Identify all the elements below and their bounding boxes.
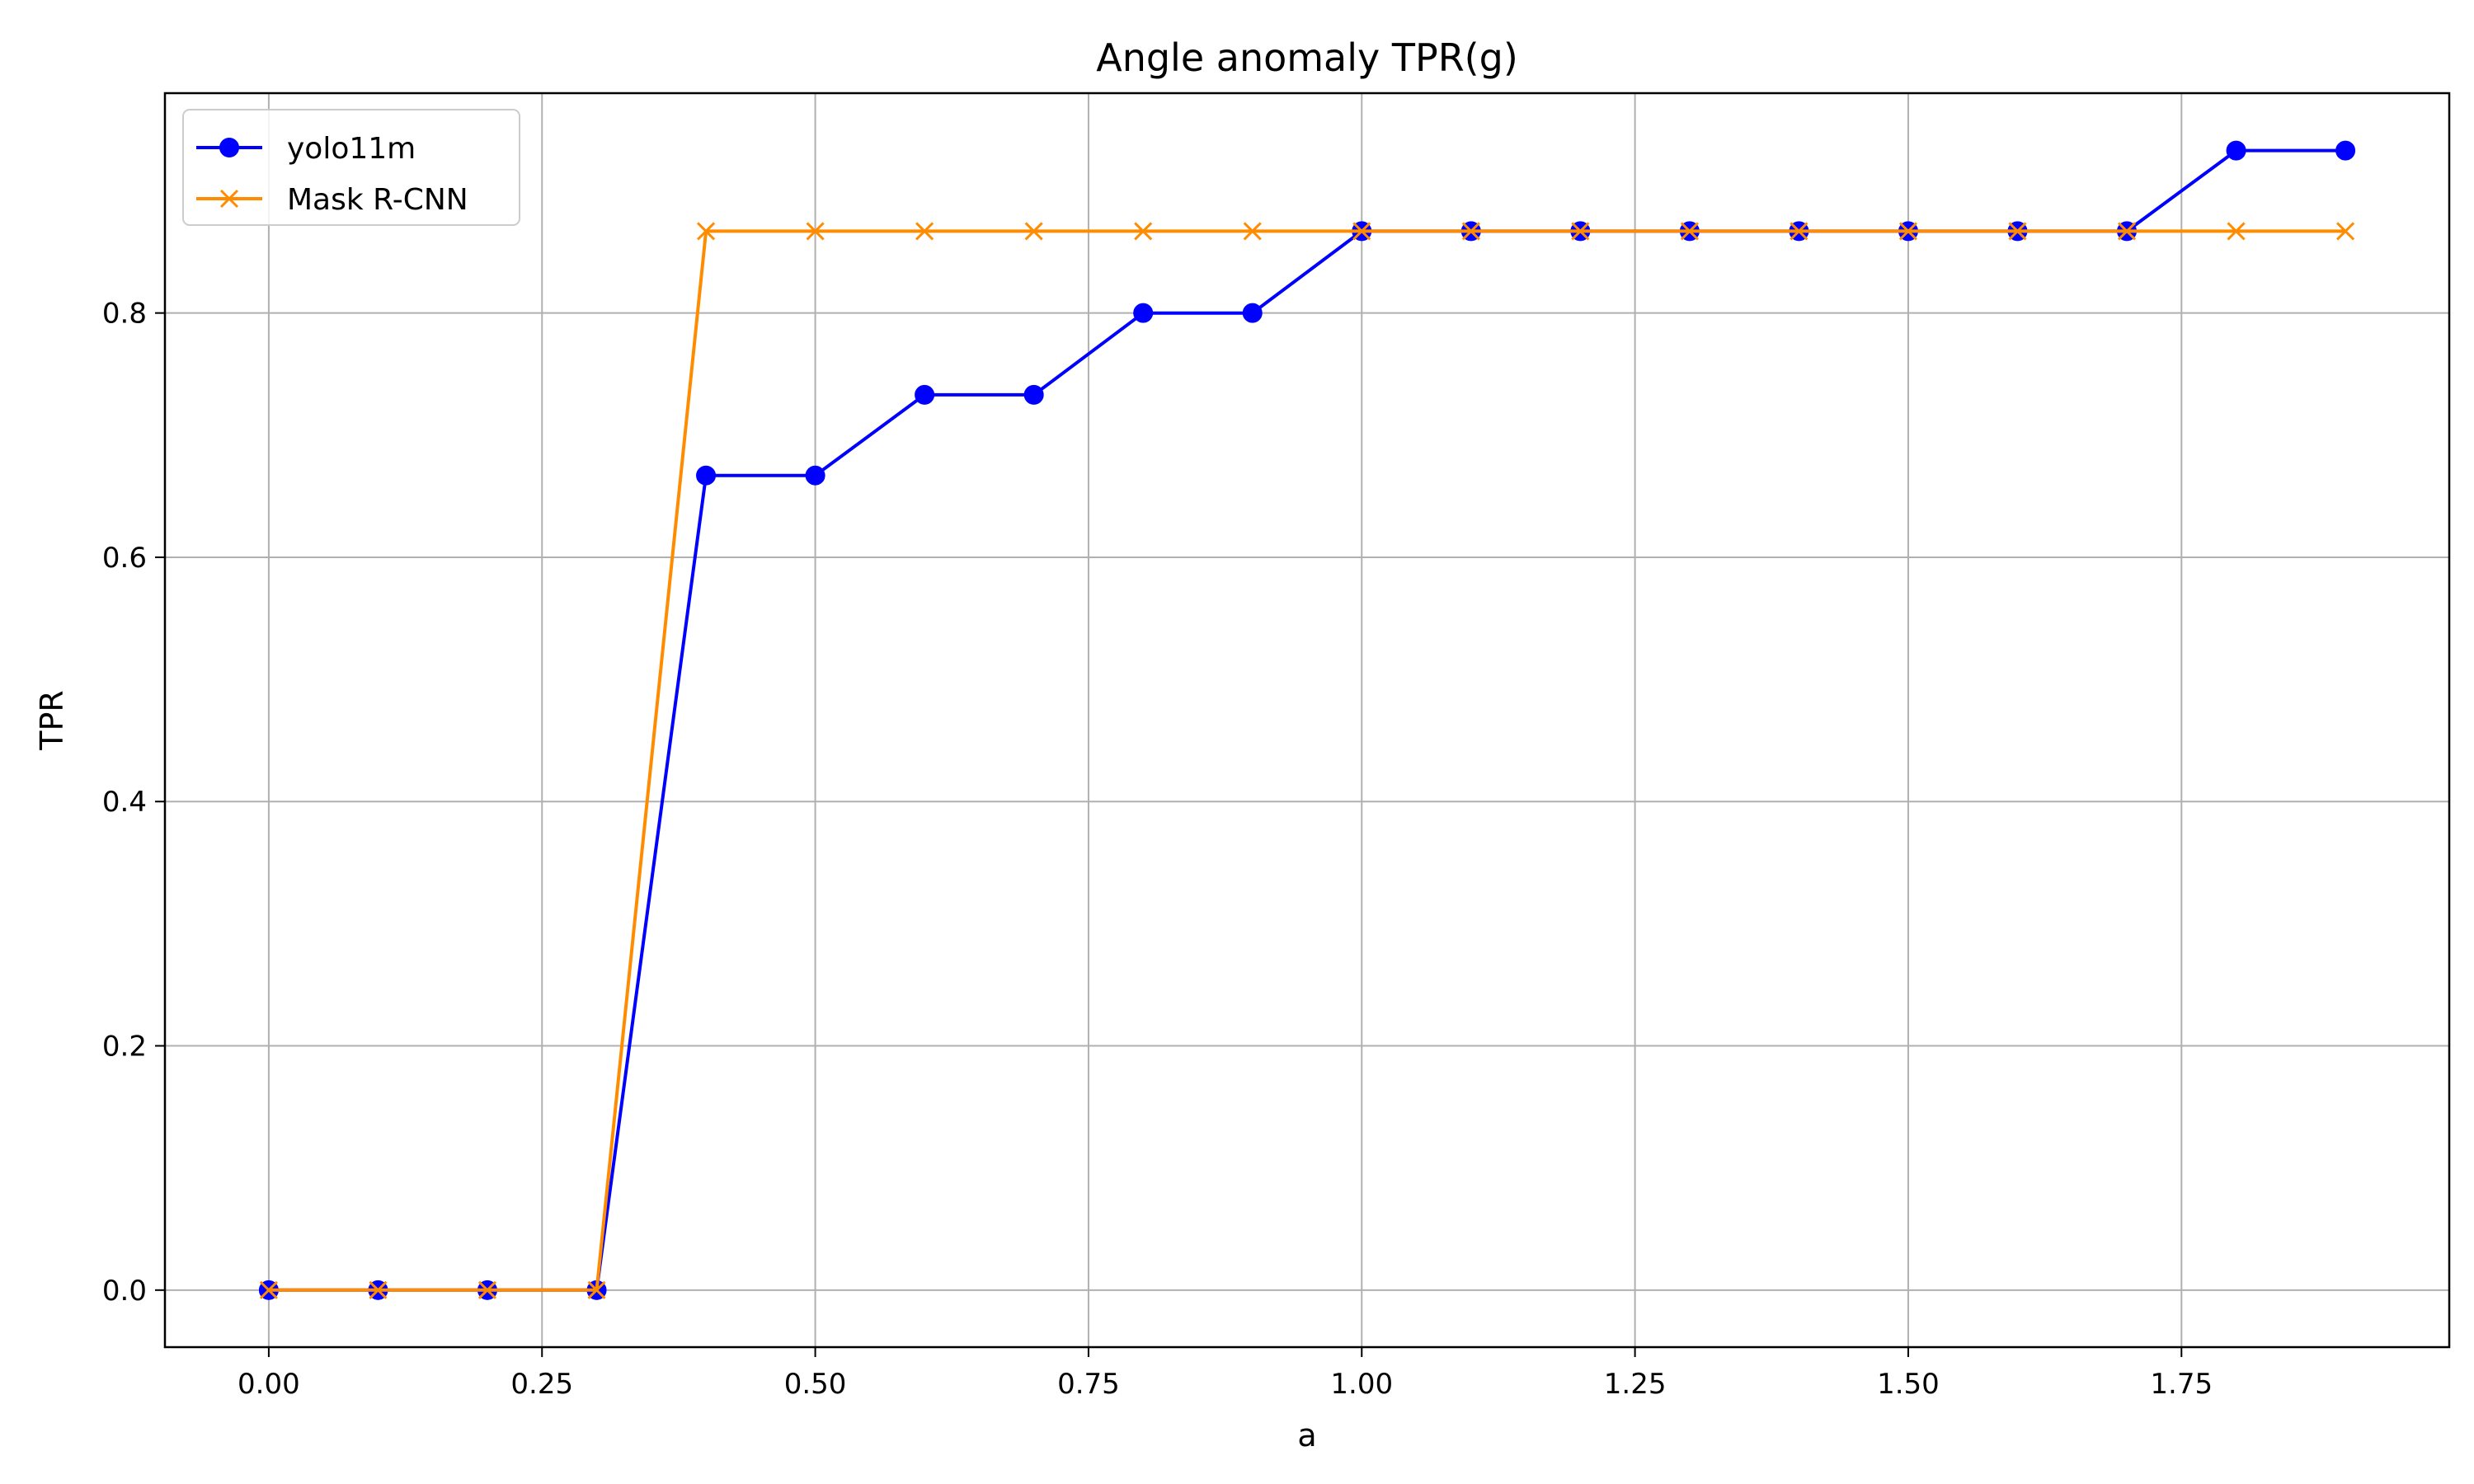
legend-label: Mask R-CNN [287, 183, 468, 217]
legend-item-mask-r-cnn: Mask R-CNN [196, 183, 468, 217]
x-tick-label: 1.25 [1604, 1368, 1667, 1401]
data-point-yolo11m [2335, 140, 2356, 161]
series-layer [258, 140, 2356, 1300]
legend-swatch-marker [219, 189, 239, 209]
x-tick-label: 0.75 [1057, 1368, 1120, 1401]
legend: yolo11m Mask R-CNN [182, 109, 520, 226]
y-tick-label: 0.2 [102, 1031, 147, 1064]
data-point-yolo11m [915, 384, 935, 405]
x-axis-label: a [1297, 1417, 1316, 1453]
x-tick-label: 1.50 [1877, 1368, 1940, 1401]
series-mask-r-cnn [259, 222, 2355, 1299]
legend-box [182, 109, 520, 226]
y-tick-label: 0.6 [102, 542, 147, 575]
x-tick-label: 0.50 [784, 1368, 847, 1401]
data-point-mask-r-cnn [1024, 222, 1043, 241]
data-point-mask-r-cnn [1134, 222, 1153, 241]
data-point-mask-r-cnn [696, 222, 716, 241]
data-point-mask-r-cnn [2008, 222, 2027, 241]
data-point-mask-r-cnn [1571, 222, 1590, 241]
data-point-mask-r-cnn [587, 1280, 606, 1299]
data-point-yolo11m [1242, 303, 1263, 323]
data-point-mask-r-cnn [1243, 222, 1262, 241]
data-point-mask-r-cnn [2117, 222, 2137, 241]
chart-title: Angle anomaly TPR(g) [1096, 35, 1518, 80]
data-point-mask-r-cnn [1461, 222, 1480, 241]
data-point-yolo11m [696, 465, 717, 486]
data-point-mask-r-cnn [2336, 222, 2355, 241]
data-point-mask-r-cnn [1790, 222, 1808, 241]
data-point-mask-r-cnn [915, 222, 934, 241]
legend-item-yolo11m: yolo11m [196, 132, 416, 166]
data-point-mask-r-cnn [806, 222, 825, 241]
plot-frame [163, 92, 2451, 1349]
legend-swatch-marker [219, 138, 239, 157]
x-tick-label: 1.00 [1330, 1368, 1393, 1401]
x-tick-label: 0.00 [238, 1368, 300, 1401]
data-point-yolo11m [1133, 303, 1154, 323]
data-point-mask-r-cnn [2227, 222, 2246, 241]
y-tick-label: 0.0 [102, 1275, 147, 1308]
y-tick-label: 0.8 [102, 298, 147, 331]
y-tick-label: 0.4 [102, 786, 147, 819]
data-point-mask-r-cnn [1898, 222, 1918, 241]
data-point-mask-r-cnn [1352, 222, 1371, 241]
series-line-mask-r-cnn [268, 229, 2346, 1292]
data-point-yolo11m [805, 465, 825, 486]
data-point-mask-r-cnn [259, 1280, 278, 1299]
data-point-yolo11m [1023, 384, 1044, 405]
data-point-mask-r-cnn [477, 1280, 497, 1299]
data-point-mask-r-cnn [1680, 222, 1699, 241]
x-tick-label: 1.75 [2150, 1368, 2213, 1401]
x-tick-label: 0.25 [510, 1368, 573, 1401]
data-point-mask-r-cnn [369, 1280, 388, 1299]
data-point-yolo11m [2226, 140, 2246, 161]
legend-label: yolo11m [287, 132, 416, 166]
y-axis-label: TPR [34, 690, 70, 751]
axis-ticks: 0.00 0.25 0.50 0.75 1.00 1.25 1.50 1.75 0.0 0.2 0.… [102, 298, 2213, 1401]
